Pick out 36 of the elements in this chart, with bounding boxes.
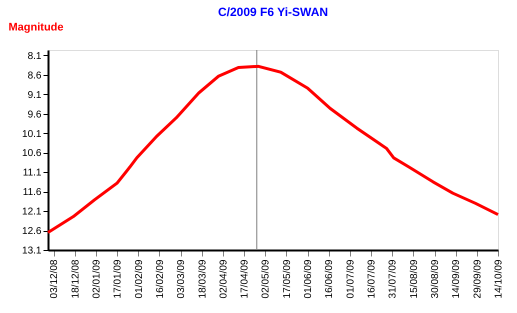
y-tick-label: 9.6 <box>28 109 42 120</box>
x-tick-label: 30/08/09 <box>430 259 442 298</box>
x-tick-label: 18/12/08 <box>70 259 82 298</box>
x-tick-label: 03/03/09 <box>176 259 188 298</box>
y-tick-label: 11.6 <box>22 187 42 198</box>
y-tick-label: 8.1 <box>28 50 42 62</box>
y-tick-label: 10.6 <box>22 148 42 160</box>
x-tick-label: 02/05/09 <box>260 259 272 298</box>
y-tick-label: 12.1 <box>22 206 42 218</box>
y-tick-label: 8.6 <box>28 70 42 82</box>
x-tick-label: 16/06/09 <box>324 259 336 298</box>
x-tick-label: 01/02/09 <box>134 259 145 298</box>
y-tick-label: 11.1 <box>22 168 42 179</box>
x-tick-label: 17/04/09 <box>240 259 251 298</box>
x-tick-label: 14/09/09 <box>451 259 462 298</box>
x-tick-label: 15/08/09 <box>408 259 420 298</box>
y-tick-label: 9.1 <box>28 90 42 101</box>
chart-title: C/2009 F6 Yi-SWAN <box>218 5 328 19</box>
x-tick-label: 31/07/09 <box>388 259 399 298</box>
x-tick-label: 29/09/09 <box>472 259 484 298</box>
x-tick-label: 01/07/09 <box>345 259 356 298</box>
y-tick-label: 13.1 <box>22 246 42 256</box>
x-tick-label: 17/01/09 <box>112 259 124 298</box>
x-tick-label: 02/04/09 <box>218 259 230 298</box>
line-series <box>46 64 500 234</box>
x-tick-label: 14/10/09 <box>494 259 504 298</box>
x-tick-label: 03/12/08 <box>49 259 60 298</box>
x-tick-label: 18/03/09 <box>197 259 208 298</box>
x-tick-label: 02/01/09 <box>91 259 102 298</box>
x-tick-label: 01/06/09 <box>303 259 314 298</box>
x-tick-label: 17/05/09 <box>282 259 293 298</box>
x-tick-label: 16/02/09 <box>154 259 166 298</box>
x-tick-label: 16/07/09 <box>366 259 378 298</box>
y-tick-label: 12.6 <box>22 226 42 238</box>
y-tick-label: 10.1 <box>22 128 42 140</box>
y-axis-title: Magnitude <box>8 22 64 34</box>
